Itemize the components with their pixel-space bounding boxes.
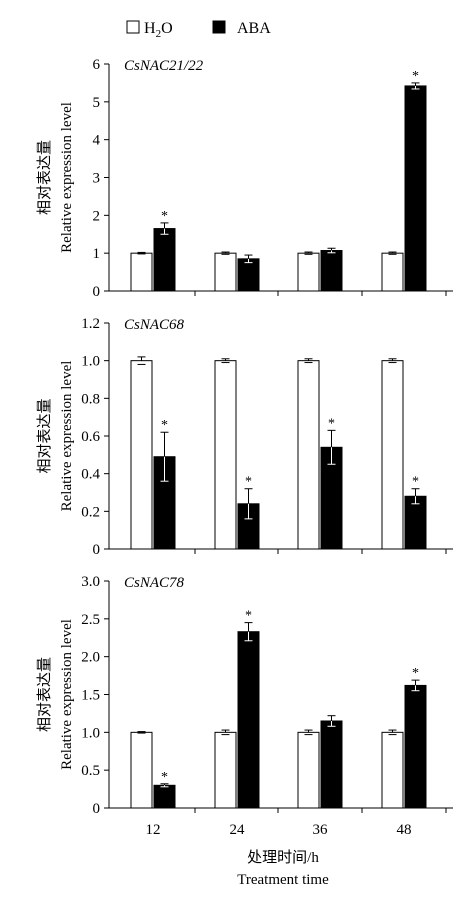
x-axis-title-cn: 处理时间/h <box>247 849 319 866</box>
y-axis-title-cn: 相对表达量 <box>36 398 53 473</box>
significance-star: * <box>245 475 252 490</box>
y-tick-label: 5 <box>93 95 101 111</box>
y-tick-label: 0 <box>93 801 101 817</box>
x-tick-label: 12 <box>146 822 161 838</box>
y-tick-label: 6 <box>93 57 101 73</box>
significance-star: * <box>161 418 168 433</box>
bar-h2o <box>214 731 237 809</box>
panel-title: CsNAC21/22 <box>124 58 204 74</box>
bar-aba <box>237 258 260 292</box>
bar-aba <box>404 85 427 292</box>
panel-2: 0 0.2 0.4 0.6 0.8 1.0 1.2 CsNAC68 相对表达量 Relative … <box>36 316 453 558</box>
bar-aba <box>153 784 176 809</box>
y-tick-label: 0.5 <box>81 763 100 779</box>
panel-title: CsNAC78 <box>124 575 185 591</box>
significance-star: * <box>245 609 252 624</box>
bar-h2o <box>214 252 237 292</box>
y-tick-label: 1.0 <box>81 725 100 741</box>
y-tick-label: 1 <box>93 246 101 262</box>
y-tick-label: 0 <box>93 284 101 300</box>
y-tick-label: 1.2 <box>81 316 100 332</box>
y-tick-label: 2.0 <box>81 650 100 666</box>
y-tick-label: 1.0 <box>81 354 100 370</box>
legend-label-h2o: H2O <box>144 20 173 40</box>
x-tick-label: 48 <box>397 822 412 838</box>
y-axis-title-en: Relative expression level <box>59 102 75 253</box>
y-tick-label: 3.0 <box>81 574 100 590</box>
bar-h2o <box>130 252 153 292</box>
legend-swatch-h2o <box>126 20 140 34</box>
panel-1: 0 1 2 3 4 5 6 CsNAC21/22 相对表达量 Relative expressio… <box>36 57 453 300</box>
x-axis-title-en: Treatment time <box>237 872 329 888</box>
y-tick-label: 0 <box>93 542 101 558</box>
x-tick-label: 36 <box>313 822 329 838</box>
significance-star: * <box>412 666 419 681</box>
bar-h2o <box>381 731 404 809</box>
significance-star: * <box>161 209 168 224</box>
significance-star: * <box>412 69 419 84</box>
legend: H2O ABA <box>126 20 271 40</box>
y-tick-label: 0.6 <box>81 429 100 445</box>
y-tick-label: 2.5 <box>81 612 100 628</box>
legend-label-aba: ABA <box>237 20 271 37</box>
bar-aba <box>237 631 260 809</box>
bar-h2o <box>297 731 320 809</box>
y-tick-label: 3 <box>93 171 101 187</box>
bar-aba <box>320 720 343 809</box>
y-tick-label: 2 <box>93 208 101 224</box>
y-axis-title-en: Relative expression level <box>59 619 75 770</box>
y-axis-title-en: Relative expression level <box>59 361 75 512</box>
y-tick-label: 1.5 <box>81 688 100 704</box>
y-tick-label: 0.4 <box>81 467 100 483</box>
significance-star: * <box>412 475 419 490</box>
bar-h2o <box>297 360 320 550</box>
y-axis-title-cn: 相对表达量 <box>36 657 53 732</box>
bar-aba <box>404 684 427 809</box>
bar-h2o <box>214 360 237 550</box>
y-tick-label: 4 <box>93 133 101 149</box>
bar-aba <box>320 250 343 292</box>
panel-3: 0 0.5 1.0 1.5 2.0 2.5 3.0 CsNAC78 相对表达量 Relative … <box>36 574 453 838</box>
y-tick-label: 0.2 <box>81 504 100 520</box>
bar-h2o <box>381 252 404 292</box>
significance-star: * <box>328 416 335 431</box>
bar-h2o <box>297 252 320 292</box>
x-tick-label: 24 <box>230 822 246 838</box>
bar-aba <box>153 228 176 292</box>
bar-h2o <box>130 360 153 550</box>
bar-h2o <box>381 360 404 550</box>
significance-star: * <box>161 770 168 785</box>
y-tick-label: 0.8 <box>81 391 100 407</box>
y-axis-title-cn: 相对表达量 <box>36 140 53 215</box>
legend-swatch-aba <box>212 20 226 34</box>
bar-h2o <box>130 731 153 809</box>
panel-title: CsNAC68 <box>124 317 185 333</box>
